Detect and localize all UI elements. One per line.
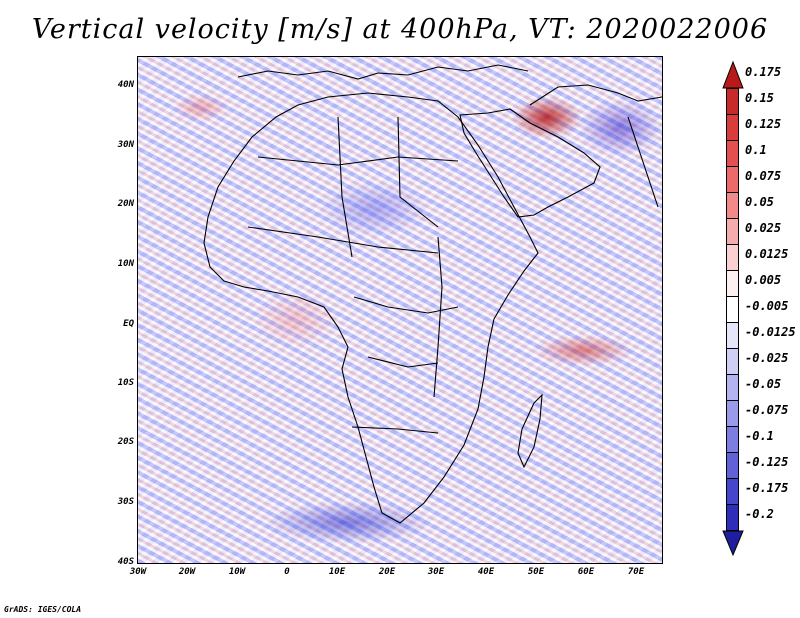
- colorbar-swatch: [726, 192, 739, 219]
- colorbar-label: 0.0125: [745, 247, 789, 261]
- plot-title: Vertical velocity [m/s] at 400hPa, VT: 2…: [31, 14, 769, 45]
- colorbar-swatch: [726, 322, 739, 349]
- colorbar-swatch: [726, 244, 739, 271]
- colorbar-label: 0.175: [745, 65, 782, 79]
- colorbar-swatch: [726, 504, 739, 531]
- lon-label: 20W: [178, 567, 196, 577]
- lat-label: 20S: [117, 437, 134, 447]
- colorbar-swatch: [726, 218, 739, 245]
- colorbar-swatch: [726, 400, 739, 427]
- lat-label: 10S: [117, 378, 134, 388]
- credit-text: GrADS: IGES/COLA: [4, 605, 82, 614]
- colorbar-label: -0.025: [745, 351, 789, 365]
- map-panel: [137, 56, 663, 564]
- colorbar-swatch: [726, 478, 739, 505]
- colorbar-label: -0.2: [745, 507, 774, 521]
- colorbar-label: -0.1: [745, 429, 774, 443]
- colorbar-swatch: [726, 114, 739, 141]
- lon-label: 50E: [527, 567, 545, 577]
- coastline-overlay: [203, 64, 662, 524]
- lat-label: 40S: [117, 557, 134, 567]
- colorbar-label: 0.075: [745, 169, 782, 183]
- lon-label: 20E: [378, 567, 396, 577]
- lon-label: 10W: [228, 567, 246, 577]
- lat-label: 40N: [117, 80, 134, 90]
- colorbar-label: -0.05: [745, 377, 782, 391]
- colorbar-label: 0.05: [745, 195, 774, 209]
- lon-label: 70E: [627, 567, 645, 577]
- lat-label: 20N: [117, 199, 134, 209]
- colorbar-swatch: [726, 348, 739, 375]
- colorbar-swatch: [726, 452, 739, 479]
- colorbar-swatch: [726, 374, 739, 401]
- colorbar-label: 0.005: [745, 273, 782, 287]
- colorbar-label: -0.0125: [745, 325, 796, 339]
- lat-label: 30S: [117, 497, 134, 507]
- colorbar-swatch: [726, 426, 739, 453]
- colorbar-label: 0.025: [745, 221, 782, 235]
- colorbar-swatch: [726, 88, 739, 115]
- lon-label: 30W: [129, 567, 147, 577]
- colorbar-swatch: [726, 270, 739, 297]
- lon-label: 30E: [427, 567, 445, 577]
- colorbar-swatch: [726, 296, 739, 323]
- lat-label: 10N: [117, 259, 134, 269]
- lat-label: 30N: [117, 140, 134, 150]
- colorbar-label: -0.125: [745, 455, 789, 469]
- colorbar-top-arrow: [722, 60, 744, 89]
- colorbar-label: 0.125: [745, 117, 782, 131]
- lon-label: 60E: [577, 567, 595, 577]
- colorbar-label: 0.1: [745, 143, 767, 157]
- colorbar-label: 0.15: [745, 91, 774, 105]
- lon-label: 40E: [477, 567, 495, 577]
- colorbar-swatch: [726, 140, 739, 167]
- colorbar-label: -0.175: [745, 481, 789, 495]
- colorbar-bottom-arrow: [722, 530, 744, 557]
- lon-label: 10E: [328, 567, 346, 577]
- colorbar-swatch: [726, 166, 739, 193]
- colorbar-arrows: [722, 60, 744, 557]
- lon-label: 0: [284, 567, 290, 577]
- colorbar-label: -0.075: [745, 403, 789, 417]
- colorbar-label: -0.005: [745, 299, 789, 313]
- lat-label: EQ: [123, 319, 134, 329]
